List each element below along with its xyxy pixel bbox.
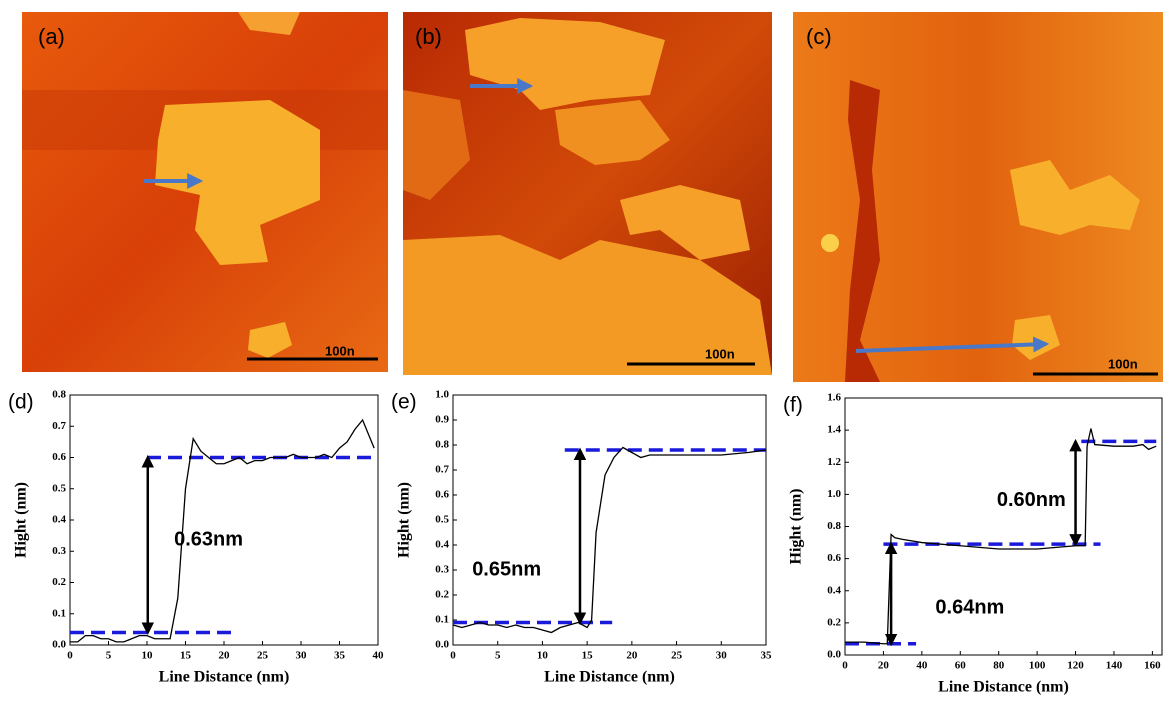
profile-line: [845, 428, 1157, 645]
x-tick-label: 35: [334, 650, 346, 662]
y-tick-label: 0.8: [827, 520, 841, 532]
x-tick-label: 25: [671, 650, 683, 662]
x-tick-label: 30: [716, 650, 728, 662]
y-tick-label: 0.8: [435, 439, 449, 451]
x-tick-label: 5: [106, 650, 112, 662]
afm-image-a: [22, 12, 388, 372]
step-height-label: 0.63nm: [174, 529, 243, 551]
afm-image-b: [403, 12, 772, 375]
x-tick-label: 15: [582, 650, 594, 662]
y-tick-label: 1.0: [827, 488, 841, 500]
panel-label: (e): [391, 391, 417, 414]
image-label: (b): [415, 24, 442, 49]
y-tick-label: 0.4: [52, 514, 66, 526]
x-tick-label: 5: [495, 650, 501, 662]
x-axis-label: Line Distance (nm): [159, 669, 290, 686]
x-tick-label: 40: [916, 660, 928, 672]
x-tick-label: 0: [67, 650, 73, 662]
x-tick-label: 40: [373, 650, 385, 662]
y-tick-label: 0.2: [435, 589, 449, 601]
x-tick-label: 25: [257, 650, 269, 662]
y-tick-label: 0.1: [435, 614, 449, 626]
y-tick-label: 0.3: [52, 545, 66, 557]
y-tick-label: 0.8: [52, 389, 66, 401]
y-tick-label: 0.0: [52, 639, 66, 651]
x-axis-label: Line Distance (nm): [938, 679, 1069, 696]
step-height-label: 0.60nm: [997, 489, 1066, 511]
y-tick-label: 0.5: [52, 482, 66, 494]
x-tick-label: 35: [761, 650, 773, 662]
profile-line: [70, 418, 375, 643]
x-tick-label: 0: [450, 650, 456, 662]
y-tick-label: 0.0: [827, 649, 841, 661]
y-tick-label: 0.2: [52, 576, 66, 588]
x-tick-label: 160: [1144, 660, 1161, 672]
x-tick-label: 10: [142, 650, 154, 662]
y-tick-label: 0.0: [435, 639, 449, 651]
step-height-label: 0.65nm: [472, 558, 541, 580]
y-tick-label: 1.2: [827, 456, 841, 468]
x-tick-label: 140: [1106, 660, 1123, 672]
image-label: (a): [38, 24, 65, 49]
x-tick-label: 60: [955, 660, 967, 672]
y-tick-label: 1.0: [435, 389, 449, 401]
y-tick-label: 0.6: [435, 489, 449, 501]
x-tick-label: 20: [626, 650, 638, 662]
y-tick-label: 1.6: [827, 392, 841, 404]
x-tick-label: 0: [842, 660, 848, 672]
y-axis-label: Hight (nm): [13, 482, 30, 558]
image-label: (c): [806, 24, 832, 49]
x-tick-label: 30: [296, 650, 308, 662]
x-tick-label: 20: [219, 650, 231, 662]
y-tick-label: 1.4: [827, 424, 841, 436]
y-axis-label: Hight (nm): [396, 482, 413, 558]
x-tick-label: 10: [537, 650, 549, 662]
x-tick-label: 100: [1029, 660, 1046, 672]
x-axis-label: Line Distance (nm): [544, 669, 675, 686]
afm-image-c: [793, 12, 1163, 382]
plot-frame: [69, 394, 379, 646]
y-axis-label: Hight (nm): [788, 489, 805, 565]
profile-line: [452, 446, 767, 634]
y-tick-label: 0.2: [827, 616, 841, 628]
scale-bar-label: 100n: [1108, 356, 1138, 371]
scale-bar-label: 100n: [705, 346, 735, 361]
x-tick-label: 120: [1067, 660, 1084, 672]
step-height-label: 0.64nm: [935, 597, 1004, 619]
y-tick-label: 0.5: [435, 514, 449, 526]
x-tick-label: 20: [878, 660, 890, 672]
y-tick-label: 0.7: [52, 420, 66, 432]
x-tick-label: 80: [993, 660, 1005, 672]
y-tick-label: 0.3: [435, 564, 449, 576]
y-tick-label: 0.4: [435, 539, 449, 551]
y-tick-label: 0.6: [52, 451, 66, 463]
plot-frame: [452, 394, 767, 646]
panel-label: (f): [783, 394, 803, 417]
y-tick-label: 0.1: [52, 607, 66, 619]
y-tick-label: 0.7: [435, 464, 449, 476]
scale-bar-label: 100n: [325, 343, 355, 358]
y-tick-label: 0.9: [435, 414, 449, 426]
y-tick-label: 0.4: [827, 584, 841, 596]
x-tick-label: 15: [180, 650, 192, 662]
panel-label: (d): [8, 391, 34, 414]
y-tick-label: 0.6: [827, 552, 841, 564]
